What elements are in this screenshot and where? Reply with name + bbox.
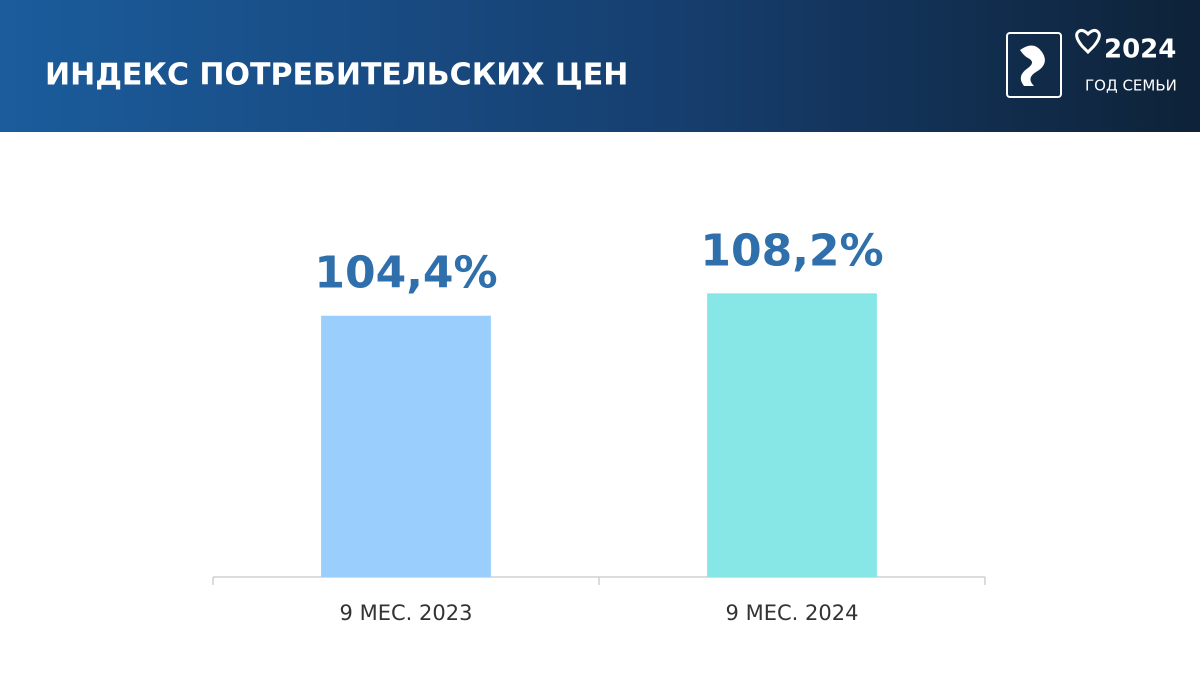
bar: [321, 315, 491, 577]
chart-title: ИНДЕКС ПОТРЕБИТЕЛЬСКИХ ЦЕН: [45, 58, 628, 93]
emblem-figure: [1020, 45, 1045, 86]
x-tick-label: 9 МЕС. 2024: [726, 601, 859, 625]
x-tick-label: 9 МЕС. 2023: [340, 601, 473, 625]
value-label: 104,4%: [314, 248, 497, 299]
logo-caption: ГОД СЕМЬИ: [1085, 77, 1177, 95]
emblem: [1006, 32, 1062, 98]
bar: [707, 293, 877, 577]
logo: 2024 ГОД СЕМЬИ: [1006, 28, 1177, 98]
logo-year: 2024: [1104, 35, 1176, 65]
header-band: [0, 0, 1200, 132]
heart: [1075, 28, 1101, 55]
value-label: 108,2%: [700, 225, 883, 276]
